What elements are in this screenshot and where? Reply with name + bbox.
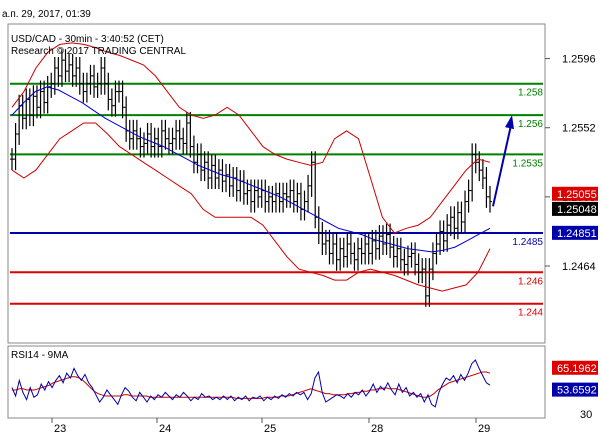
rsi-tag-label-1: 53.6592 bbox=[557, 385, 597, 397]
price-tick-label-3: 1.2464 bbox=[562, 261, 596, 273]
price-tag-2 bbox=[552, 225, 598, 240]
rsi-tag-label-0: 65.1962 bbox=[557, 363, 597, 375]
level-label-4: 1.246 bbox=[518, 276, 543, 287]
rsi-title: RSI14 - 9MA bbox=[11, 350, 69, 361]
chart-title: USD/CAD - 30min - 3:40:52 (CET) bbox=[11, 34, 164, 45]
price-tag-0 bbox=[552, 186, 598, 201]
projection-arrow-head bbox=[505, 115, 514, 130]
date-tick-label-4: 29 bbox=[478, 423, 490, 435]
rsi-line bbox=[11, 359, 491, 408]
date-tick-label-3: 28 bbox=[371, 423, 383, 435]
level-label-0: 1.258 bbox=[518, 88, 543, 99]
price-chart: 1.258 1.256 1.2535 1.2485 1.246 1.244 bbox=[10, 42, 543, 319]
rsi-panel bbox=[7, 345, 546, 419]
date-tick-label-2: 25 bbox=[264, 423, 276, 435]
date-tick-label-0: 23 bbox=[54, 423, 66, 435]
rsi-tick-label-1: 30 bbox=[580, 409, 592, 421]
bollinger-lower-line bbox=[11, 122, 491, 292]
moving-average-line bbox=[11, 86, 491, 253]
rsi-tag-1 bbox=[552, 382, 598, 397]
copyright-label: Research © 2017 TRADING CENTRAL bbox=[11, 46, 186, 57]
rsi-chart bbox=[11, 359, 491, 408]
timestamp-label: a.п. 29, 2017, 01:39 bbox=[2, 9, 91, 20]
level-label-1: 1.256 bbox=[518, 119, 543, 130]
price-tag-1 bbox=[552, 201, 598, 216]
projection-arrow bbox=[492, 124, 512, 207]
price-tag-label-1: 1.25048 bbox=[557, 204, 597, 216]
price-tick-label-0: 1.2596 bbox=[562, 54, 596, 66]
price-tick-label-1: 1.2552 bbox=[562, 123, 596, 135]
price-tag-label-0: 1.25055 bbox=[557, 189, 597, 201]
level-label-5: 1.244 bbox=[518, 308, 543, 319]
rsi-tag-0 bbox=[552, 360, 598, 375]
price-tag-label-2: 1.24851 bbox=[557, 228, 597, 240]
bollinger-upper-line bbox=[11, 42, 491, 234]
date-tick-label-1: 24 bbox=[159, 423, 171, 435]
level-label-2: 1.2535 bbox=[512, 158, 543, 169]
axes: 1.25961.25521.25081.24641.250551.250481.… bbox=[51, 54, 598, 435]
price-bars bbox=[10, 49, 492, 307]
level-label-3: 1.2485 bbox=[512, 237, 543, 248]
